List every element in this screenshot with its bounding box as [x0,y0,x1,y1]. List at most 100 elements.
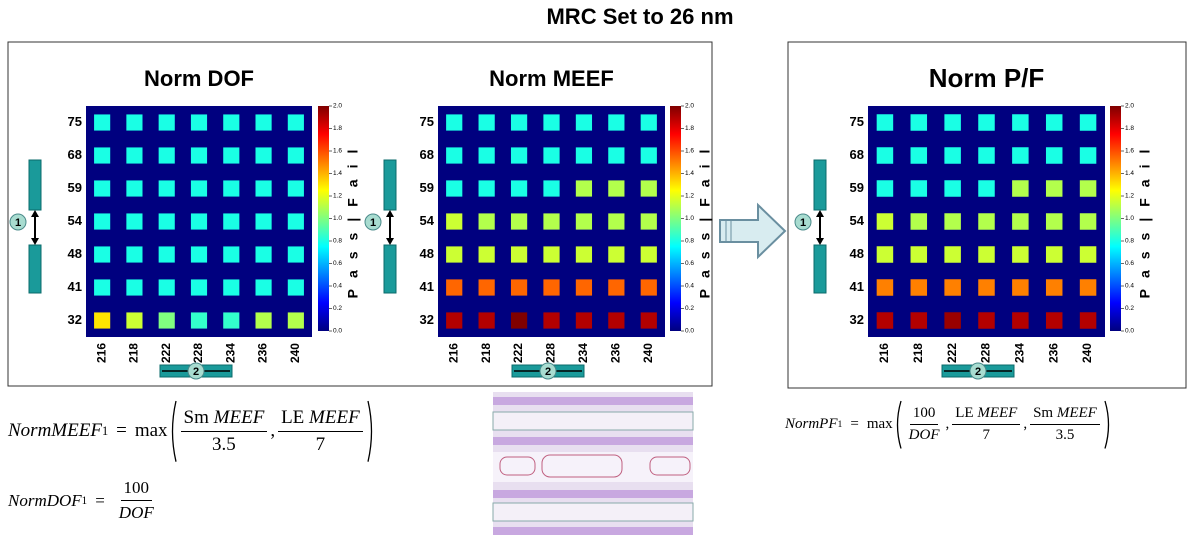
x-tick-label: 240 [641,343,655,363]
cell [288,213,304,229]
cell [159,180,175,196]
colorbar-tick-label: 1.2 [333,193,342,200]
parenthesis [1103,400,1113,450]
numerator-token: LE [281,407,304,428]
colorbar-tick-label: 0.2 [1125,305,1134,312]
y-tick-label: 48 [68,246,82,261]
cell [576,312,592,328]
colorbar-tick-label: 0.8 [333,238,342,245]
cell [944,147,961,164]
y-tick-label: 41 [68,279,82,294]
formula: NormDOF1=100DOF [8,478,160,523]
cell [446,213,462,229]
formula-separator: , [1023,416,1027,433]
numerator: Sm MEEF [1030,405,1100,425]
cell [223,114,239,130]
cell [1012,279,1029,296]
y-tick-label: 54 [420,213,435,228]
colorbar-tick-label: 0.4 [1125,283,1134,290]
x-tick-label: 222 [159,343,173,363]
cell [1012,147,1029,164]
cell [256,213,272,229]
x-tick-label: 218 [127,343,141,363]
colorbar-tick-label: 1.0 [1125,215,1134,222]
denominator-token: 7 [983,427,991,443]
marker-label: 1 [15,217,21,229]
colorbar-label: Pass|Fail [1137,139,1153,299]
denominator-token: 7 [316,434,326,455]
cell [1012,114,1029,131]
cell [608,213,624,229]
marker-arrowhead [31,210,39,217]
colorbar-tick-label: 1.4 [1125,170,1134,177]
y-tick-label: 48 [850,246,864,261]
numerator-token: MEEF [1057,405,1097,421]
cell [944,246,961,263]
cell [641,180,657,196]
cell [944,213,961,230]
formula-operator: = [116,420,127,442]
cell [641,114,657,130]
cell [641,213,657,229]
cell [288,246,304,262]
denominator: 3.5 [1053,425,1078,444]
cell [126,246,142,262]
colorbar [318,106,329,331]
cell [1012,312,1029,329]
cell [1046,213,1063,230]
y-tick-label: 75 [850,114,864,129]
colorbar-tick-label: 0.2 [685,305,694,312]
denominator: DOF [116,501,157,523]
y-tick-label: 68 [68,147,82,162]
cell [877,279,894,296]
y-tick-label: 59 [850,180,864,195]
cell [94,279,110,295]
colorbar-tick-label: 2.0 [685,103,694,110]
cell [1046,114,1063,131]
cell [978,213,995,230]
formula-operator: = [95,491,105,511]
cell [944,279,961,296]
cell [1046,246,1063,263]
marker-bar [814,245,826,293]
cell [641,279,657,295]
formula-lhs: NormMEEF [8,420,102,442]
cell [223,180,239,196]
numerator-token: Sm [1033,405,1053,421]
colorbar-tick-label: 0.4 [333,283,342,290]
cell [223,312,239,328]
cell [94,213,110,229]
numerator-token: MEEF [977,405,1017,421]
cell [191,114,207,130]
marker-bar [29,160,41,210]
marker-label: 1 [800,217,806,229]
x-tick-label: 216 [877,343,891,363]
cell [256,312,272,328]
denominator: 3.5 [209,432,239,456]
cell [479,147,495,163]
formula-subscript: 1 [102,424,108,439]
cell [94,114,110,130]
cell [223,279,239,295]
colorbar-tick-label: 1.4 [333,170,342,177]
cell [479,312,495,328]
colorbar-tick-label: 1.4 [685,170,694,177]
numerator: LE MEEF [278,407,363,432]
cell [1080,180,1097,197]
cell [576,180,592,196]
cell [159,246,175,262]
cell [608,246,624,262]
cell [511,246,527,262]
cell [978,279,995,296]
colorbar-tick-label: 1.8 [1125,125,1134,132]
cell [191,147,207,163]
cell [511,114,527,130]
cell [446,279,462,295]
marker-arrowhead [386,210,394,217]
cell [911,279,928,296]
cell [191,279,207,295]
cell [576,279,592,295]
colorbar-tick-label: 0.6 [333,260,342,267]
colorbar-tick-label: 1.8 [333,125,342,132]
denominator: 7 [313,432,329,456]
